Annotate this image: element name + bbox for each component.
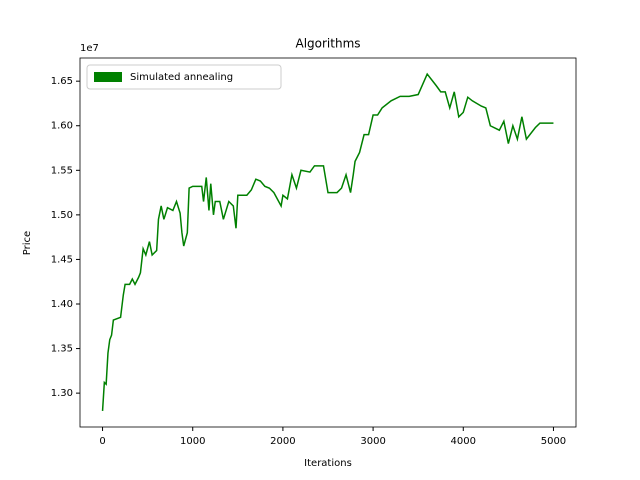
chart-title: Algorithms <box>295 37 360 51</box>
x-tick-label: 4000 <box>451 436 476 447</box>
y-tick-label: 1.55 <box>51 165 73 176</box>
y-tick-label: 1.65 <box>51 76 73 87</box>
y-tick-label: 1.45 <box>51 254 73 265</box>
y-tick-label: 1.35 <box>51 344 73 355</box>
y-tick-label: 1.60 <box>51 121 73 132</box>
x-tick-label: 0 <box>99 436 105 447</box>
y-axis-label: Price <box>22 231 33 255</box>
x-tick-label: 5000 <box>541 436 566 447</box>
line-series <box>101 72 554 412</box>
legend-label: Simulated annealing <box>130 72 233 83</box>
x-axis-label: Iterations <box>304 458 352 469</box>
legend-swatch <box>94 72 122 82</box>
legend-box <box>86 64 282 90</box>
y-tick-label: 1.50 <box>51 210 73 221</box>
y-tick-label: 1.30 <box>51 388 73 399</box>
x-tick-label: 3000 <box>360 436 385 447</box>
y-offset-label: 1e7 <box>80 43 99 54</box>
y-tick-label: 1.40 <box>51 299 73 310</box>
x-tick-label: 1000 <box>180 436 205 447</box>
x-tick-label: 2000 <box>270 436 295 447</box>
plot-frame <box>79 57 577 428</box>
